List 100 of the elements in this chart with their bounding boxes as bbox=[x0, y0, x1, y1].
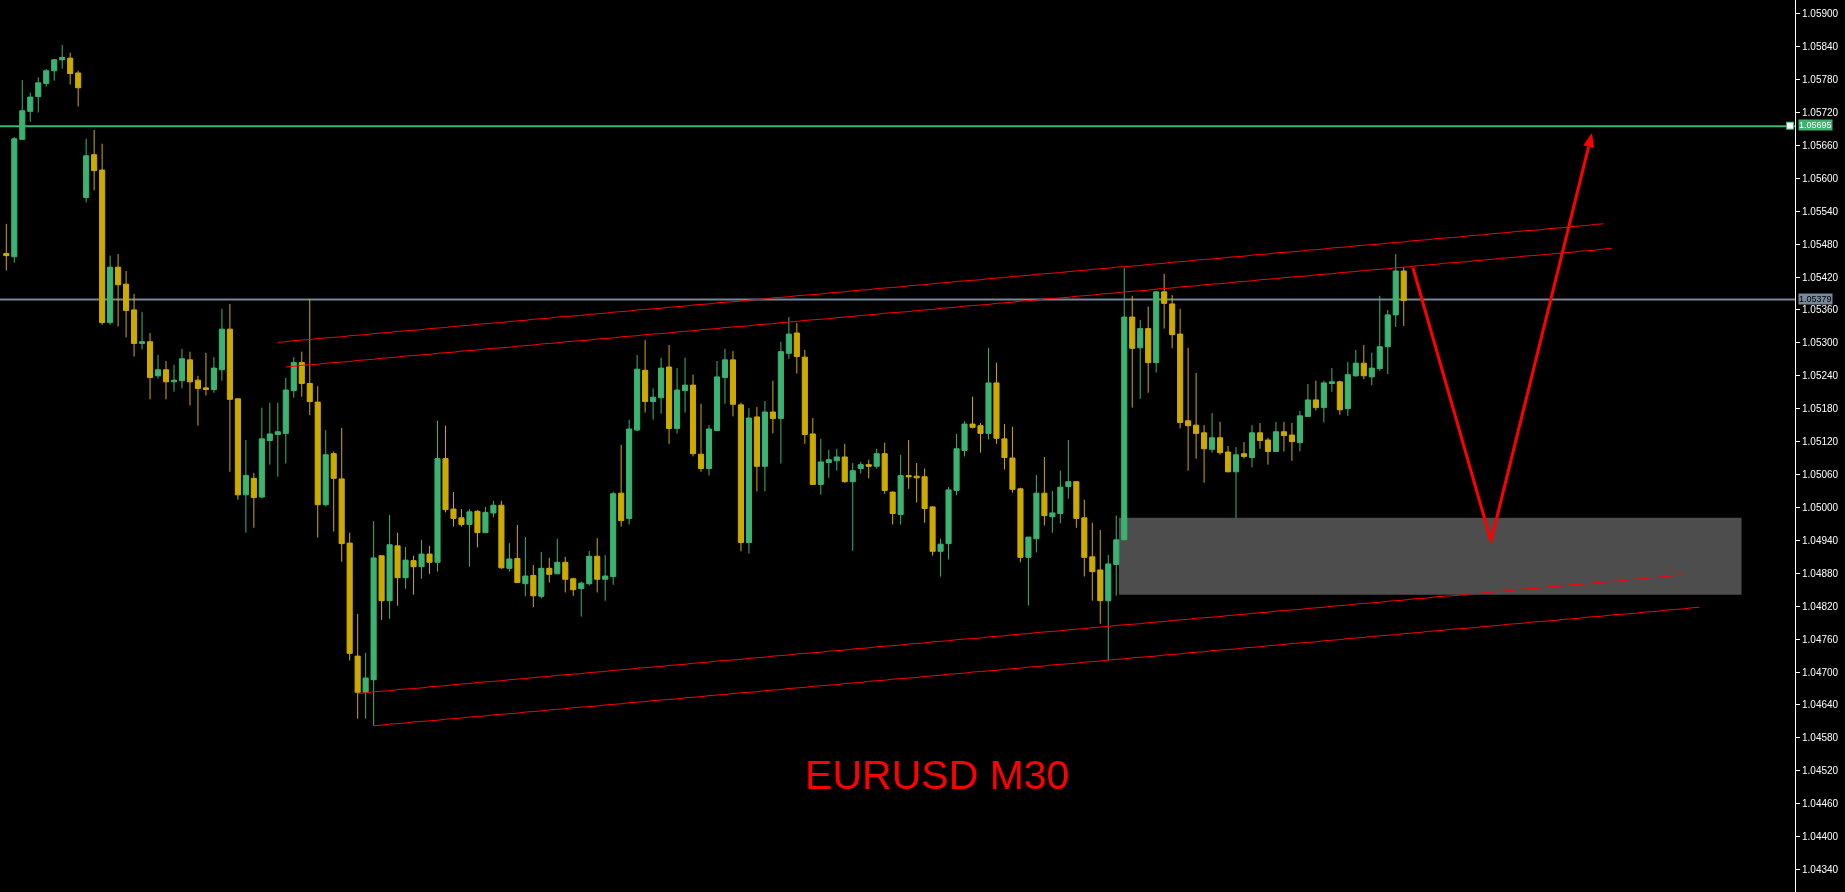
candlestick bbox=[1288, 422, 1295, 462]
candlestick bbox=[1320, 380, 1327, 423]
candlestick bbox=[777, 341, 784, 465]
candlestick bbox=[1145, 306, 1152, 394]
candlestick bbox=[354, 613, 361, 720]
candlestick bbox=[1312, 380, 1319, 411]
candlestick bbox=[139, 311, 146, 350]
candlestick bbox=[266, 402, 273, 466]
candlestick bbox=[737, 402, 744, 552]
candlestick bbox=[570, 577, 577, 597]
candlestick bbox=[753, 406, 760, 493]
line-series bbox=[357, 574, 1684, 694]
candlestick bbox=[809, 417, 816, 485]
candlestick bbox=[1201, 424, 1208, 484]
candlestick bbox=[1153, 290, 1160, 373]
candlestick bbox=[889, 491, 896, 525]
ref-line-label: 1.05379 bbox=[1799, 294, 1832, 304]
candlestick bbox=[1217, 421, 1224, 456]
y-tick-label: 1.05840 bbox=[1802, 41, 1839, 53]
candlestick bbox=[530, 564, 537, 608]
candlestick bbox=[27, 92, 34, 123]
candlestick bbox=[985, 347, 992, 440]
candlestick bbox=[1296, 410, 1303, 452]
y-tick-label: 1.04580 bbox=[1802, 732, 1839, 744]
candlestick bbox=[1264, 437, 1272, 466]
y-tick-label: 1.04940 bbox=[1802, 534, 1839, 546]
candlestick bbox=[634, 354, 641, 432]
candlestick bbox=[306, 298, 313, 416]
y-tick-label: 1.05300 bbox=[1802, 337, 1839, 349]
candlestick bbox=[1304, 383, 1311, 417]
candlestick bbox=[1256, 422, 1264, 450]
candlestick bbox=[1224, 445, 1232, 473]
candlestick bbox=[865, 459, 872, 479]
candlestick bbox=[1161, 273, 1168, 330]
line-series bbox=[285, 248, 1612, 368]
candlestick bbox=[1392, 253, 1399, 328]
candlestick bbox=[793, 322, 800, 375]
line-series bbox=[277, 223, 1604, 343]
y-tick-label: 1.04460 bbox=[1802, 798, 1839, 810]
candlestick bbox=[1193, 372, 1200, 460]
text: EURUSD M30 bbox=[805, 751, 1070, 798]
y-tick-label: 1.05600 bbox=[1802, 172, 1839, 184]
y-tick-label: 1.04880 bbox=[1802, 567, 1839, 579]
y-tick-label: 1.05900 bbox=[1802, 8, 1839, 20]
y-tick-label: 1.05540 bbox=[1802, 205, 1839, 217]
candlestick bbox=[418, 539, 425, 580]
candlestick bbox=[154, 354, 162, 380]
y-tick-label: 1.05780 bbox=[1802, 74, 1839, 86]
y-tick-label: 1.04400 bbox=[1802, 831, 1839, 843]
candlestick bbox=[258, 407, 265, 499]
candlestick bbox=[1272, 421, 1280, 452]
y-tick-label: 1.04820 bbox=[1802, 600, 1839, 612]
candlestick bbox=[1336, 380, 1343, 416]
candlestick bbox=[282, 377, 289, 465]
candlestick bbox=[761, 400, 768, 493]
candlestick bbox=[769, 380, 776, 434]
candlestick bbox=[682, 357, 689, 414]
candlestick bbox=[170, 364, 178, 393]
candlestick bbox=[75, 70, 82, 107]
ref-line-label: 1.05695 bbox=[1799, 120, 1832, 130]
candlestick bbox=[426, 545, 433, 575]
candlestick bbox=[785, 316, 792, 360]
candlestick bbox=[849, 462, 856, 552]
candlestick bbox=[562, 556, 569, 593]
y-tick-label: 1.04340 bbox=[1802, 864, 1839, 876]
candlestick bbox=[210, 356, 217, 394]
candlestick bbox=[1105, 554, 1112, 661]
candlestick bbox=[242, 439, 249, 534]
candlestick bbox=[1352, 349, 1359, 378]
candlestick bbox=[466, 508, 473, 568]
candlestick bbox=[1400, 266, 1407, 327]
candlestick bbox=[594, 537, 601, 593]
candlestick bbox=[107, 255, 114, 326]
y-tick-label: 1.05240 bbox=[1802, 370, 1839, 382]
candlestick bbox=[474, 509, 481, 548]
candlestick bbox=[322, 429, 329, 507]
candlestick bbox=[697, 403, 705, 473]
y-tick-label: 1.05660 bbox=[1802, 139, 1839, 151]
candlestick bbox=[386, 514, 393, 620]
candlestick bbox=[1328, 367, 1335, 393]
candlestick bbox=[554, 538, 561, 575]
candlestick bbox=[51, 58, 58, 82]
candlestick bbox=[274, 402, 281, 478]
candlestick bbox=[586, 550, 593, 586]
candlestick bbox=[1137, 319, 1144, 400]
candlestick bbox=[833, 448, 840, 472]
candlestick bbox=[745, 407, 752, 555]
candlestick bbox=[1384, 309, 1391, 375]
candlestick bbox=[250, 472, 257, 529]
candlestick bbox=[131, 293, 138, 358]
candlestick bbox=[522, 536, 529, 597]
candlestick bbox=[83, 138, 90, 203]
candlestick bbox=[873, 448, 880, 469]
y-tick-label: 1.05360 bbox=[1802, 304, 1839, 316]
candlestick bbox=[1177, 308, 1184, 429]
candlestick bbox=[705, 424, 713, 477]
candlestick bbox=[642, 339, 649, 414]
candlestick bbox=[1121, 267, 1128, 541]
y-tick-label: 1.04760 bbox=[1802, 633, 1839, 645]
candlestick bbox=[721, 348, 729, 405]
